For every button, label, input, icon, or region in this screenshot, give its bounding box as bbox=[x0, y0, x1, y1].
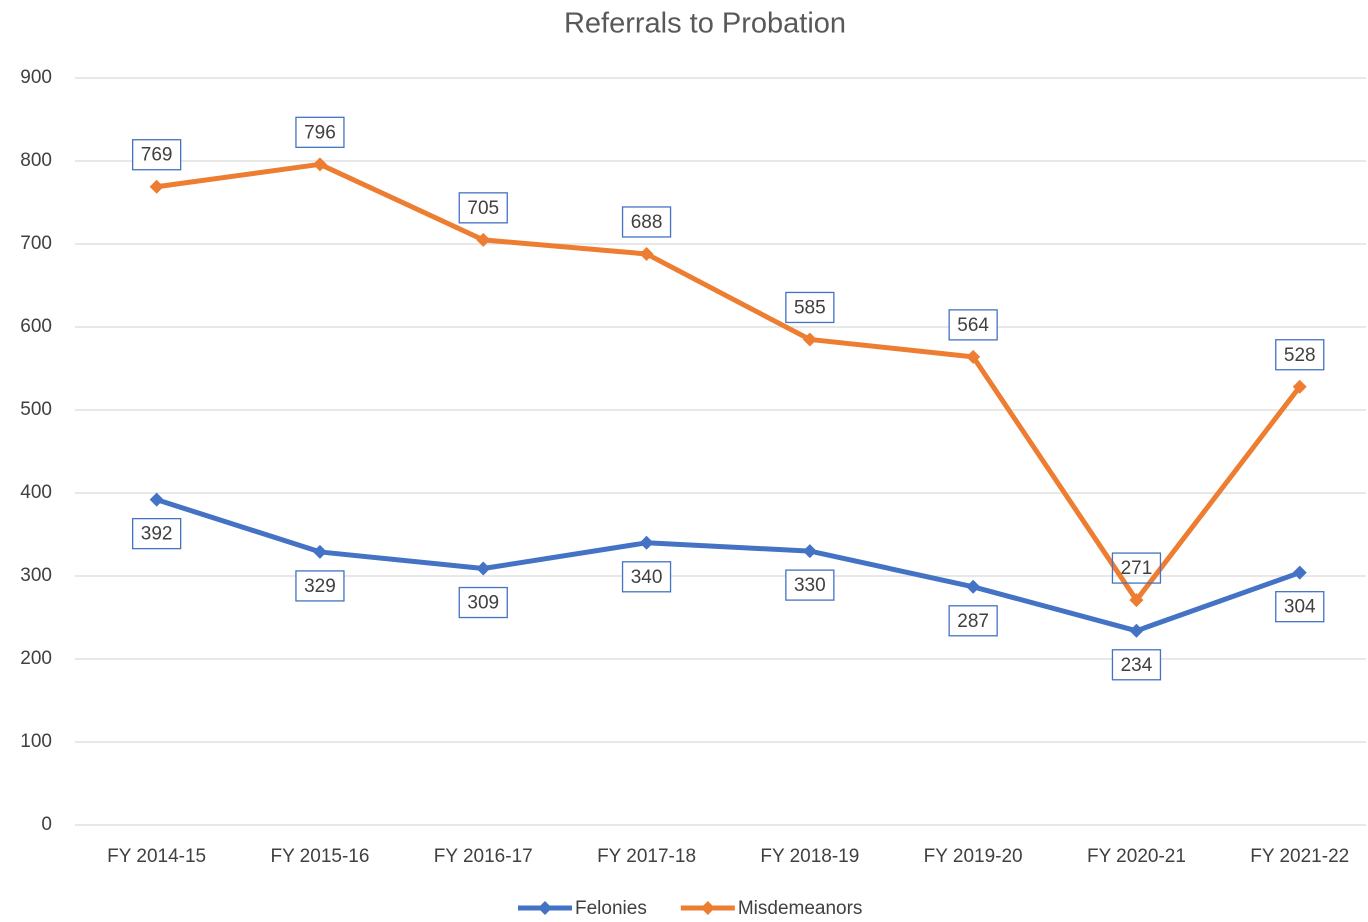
y-tick-label: 500 bbox=[20, 399, 52, 420]
data-label: 271 bbox=[1121, 558, 1153, 579]
point-marker bbox=[149, 492, 164, 507]
x-tick-label: FY 2015-16 bbox=[270, 846, 369, 867]
legend-marker bbox=[538, 901, 552, 915]
data-label: 287 bbox=[957, 611, 989, 632]
point-marker bbox=[1129, 623, 1144, 638]
data-label-box bbox=[295, 116, 345, 148]
data-label-box bbox=[1111, 649, 1162, 681]
series-line bbox=[156, 161, 1302, 603]
point-marker bbox=[1129, 593, 1144, 608]
point-marker bbox=[312, 544, 327, 559]
data-label: 528 bbox=[1284, 345, 1316, 366]
x-tick-label: FY 2020-21 bbox=[1087, 846, 1186, 867]
point-marker bbox=[476, 232, 491, 247]
legend-label: Felonies bbox=[575, 898, 647, 919]
data-label: 392 bbox=[141, 524, 173, 545]
data-label-box bbox=[458, 586, 508, 619]
data-label: 330 bbox=[794, 575, 826, 596]
x-tick-label: FY 2016-17 bbox=[434, 846, 533, 867]
data-label-box bbox=[621, 206, 672, 238]
data-label: 585 bbox=[794, 297, 826, 318]
data-label-box bbox=[1275, 591, 1325, 623]
data-label: 309 bbox=[467, 593, 499, 614]
point-marker bbox=[966, 349, 981, 364]
point-marker bbox=[1292, 379, 1307, 394]
y-tick-label: 900 bbox=[20, 67, 52, 88]
point-marker bbox=[966, 579, 981, 594]
data-label-box bbox=[131, 517, 182, 550]
data-label: 304 bbox=[1284, 597, 1316, 618]
data-label: 564 bbox=[957, 315, 989, 336]
x-tick-label: FY 2017-18 bbox=[597, 846, 696, 867]
y-tick-label: 300 bbox=[20, 565, 52, 586]
data-label-box bbox=[948, 309, 998, 341]
data-label-box bbox=[131, 139, 182, 171]
data-label-box bbox=[1111, 552, 1162, 584]
y-tick-label: 200 bbox=[20, 648, 52, 669]
data-label-box bbox=[1275, 339, 1325, 371]
y-tick-label: 700 bbox=[20, 233, 52, 254]
chart-title: Referrals to Probation bbox=[564, 8, 846, 40]
series-line bbox=[155, 497, 1301, 634]
point-marker bbox=[639, 535, 654, 550]
data-label: 340 bbox=[631, 567, 663, 588]
data-label-box bbox=[785, 569, 835, 601]
data-label: 234 bbox=[1121, 655, 1153, 676]
y-tick-label: 800 bbox=[20, 150, 52, 171]
x-tick-label: FY 2014-15 bbox=[107, 846, 206, 867]
legend-marker bbox=[700, 901, 715, 915]
point-marker bbox=[1292, 565, 1307, 580]
x-tick-label: FY 2019-20 bbox=[924, 846, 1023, 867]
data-label-box bbox=[785, 291, 835, 324]
data-label: 769 bbox=[141, 145, 173, 166]
data-label: 705 bbox=[467, 198, 499, 219]
data-label-box bbox=[621, 561, 672, 593]
point-marker bbox=[639, 246, 654, 261]
data-label-box bbox=[295, 570, 345, 602]
x-tick-label: FY 2021-22 bbox=[1250, 846, 1349, 867]
point-marker bbox=[312, 157, 327, 172]
y-tick-label: 400 bbox=[20, 482, 52, 503]
y-tick-label: 100 bbox=[20, 731, 52, 752]
point-marker bbox=[149, 179, 164, 194]
data-label: 329 bbox=[304, 576, 336, 597]
point-marker bbox=[476, 561, 491, 576]
y-tick-label: 600 bbox=[20, 316, 52, 337]
point-marker bbox=[802, 332, 817, 347]
data-label-box bbox=[948, 605, 998, 637]
data-label: 796 bbox=[304, 122, 336, 143]
data-label: 688 bbox=[631, 212, 663, 233]
legend-label: Misdemeanors bbox=[738, 898, 863, 919]
data-label-box bbox=[458, 192, 508, 224]
y-tick-label: 0 bbox=[41, 814, 52, 835]
point-marker bbox=[802, 544, 817, 559]
x-tick-label: FY 2018-19 bbox=[760, 846, 859, 867]
